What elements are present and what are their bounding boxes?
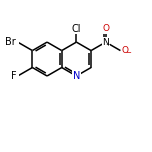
Text: +: + bbox=[106, 42, 111, 47]
Text: Cl: Cl bbox=[72, 24, 81, 34]
Text: O: O bbox=[122, 46, 129, 55]
Text: F: F bbox=[10, 71, 16, 81]
Text: O: O bbox=[102, 24, 109, 33]
Text: N: N bbox=[102, 38, 109, 47]
Text: −: − bbox=[125, 50, 131, 56]
Text: N: N bbox=[73, 71, 80, 81]
Text: Br: Br bbox=[5, 37, 16, 47]
